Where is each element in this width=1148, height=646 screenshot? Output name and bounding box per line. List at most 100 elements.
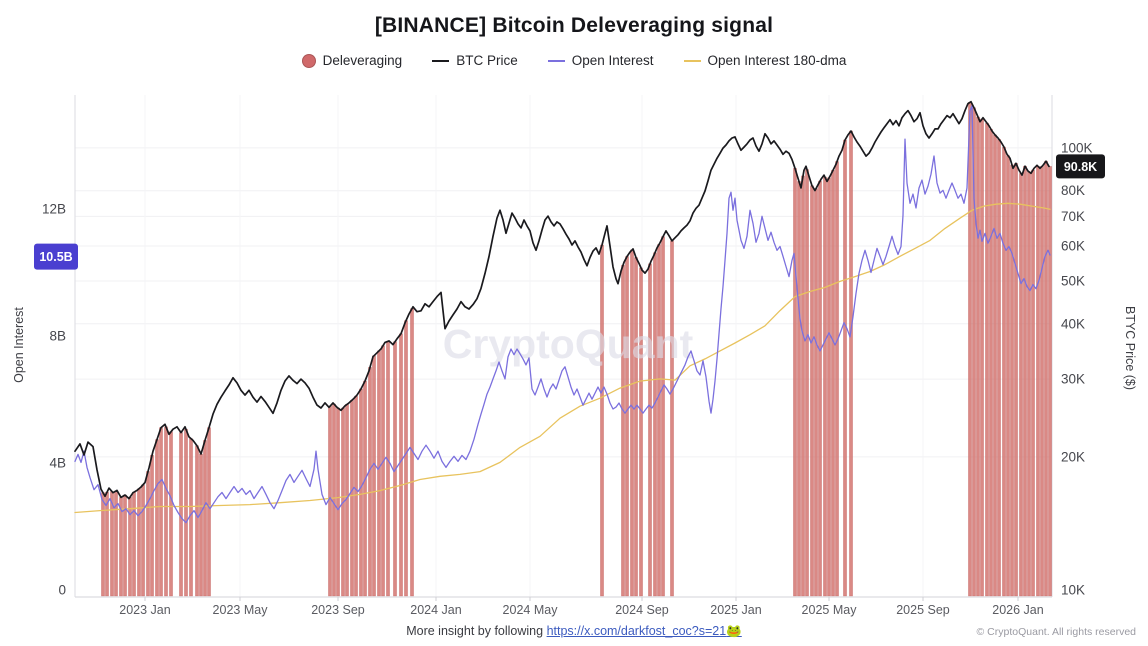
- deleveraging-bar: [639, 267, 643, 597]
- deleveraging-bar: [372, 355, 376, 597]
- deleveraging-bar: [661, 236, 665, 597]
- x-tick-label: 2025 Sep: [896, 603, 950, 617]
- deleveraging-bar: [150, 454, 154, 597]
- x-tick-label: 2024 Jan: [410, 603, 461, 617]
- deleveraging-bar: [849, 130, 853, 597]
- price-tick-label: 80K: [1061, 183, 1085, 198]
- copyright-text: © CryptoQuant. All rights reserved: [976, 626, 1136, 638]
- deleveraging-bar: [1006, 155, 1010, 597]
- price-tick-label: 30K: [1061, 372, 1085, 387]
- deleveraging-bar: [363, 380, 367, 597]
- deleveraging-bar: [359, 388, 363, 597]
- legend-line-swatch: [547, 59, 565, 62]
- deleveraging-bar: [801, 175, 805, 597]
- x-tick-label: 2026 Jan: [992, 603, 1043, 617]
- deleveraging-bar: [350, 399, 354, 597]
- price-tick-label: 20K: [1061, 449, 1085, 464]
- deleveraging-bar: [169, 431, 173, 597]
- price-tick-label: 50K: [1061, 274, 1085, 289]
- deleveraging-bar: [634, 257, 638, 597]
- axis-ticks: 12B 8B 4B 0 100K 80K 70K 60K 50K 40K 30K 20K 10K 2023…: [42, 140, 1093, 617]
- deleveraging-bar: [207, 427, 211, 597]
- deleveraging-bar: [1027, 171, 1031, 597]
- deleveraging-bar: [1014, 163, 1018, 597]
- deleveraging-bar: [184, 428, 188, 597]
- deleveraging-bar: [797, 181, 801, 597]
- legend-label: Deleveraging: [322, 53, 403, 68]
- deleveraging-bar: [805, 169, 809, 597]
- oi-180dma-line: [74, 202, 1051, 514]
- deleveraging-bar: [386, 341, 390, 597]
- oi-tick-label: 12B: [42, 202, 66, 217]
- oi-tick-label: 0: [58, 583, 66, 598]
- legend-label: Open Interest 180-dma: [707, 53, 847, 68]
- deleveraging-bar: [831, 169, 835, 597]
- oi-current-badge-label: 10.5B: [39, 250, 72, 264]
- deleveraging-bar: [985, 122, 989, 597]
- deleveraging-bar: [657, 244, 661, 597]
- x-tick-label: 2024 May: [503, 603, 559, 617]
- legend-item-open-interest-180-dma[interactable]: Open Interest 180-dma: [683, 53, 847, 68]
- deleveraging-bar: [835, 161, 839, 597]
- deleveraging-bar: [354, 395, 358, 597]
- legend-line-swatch: [432, 59, 450, 62]
- deleveraging-bar: [189, 438, 193, 597]
- open-interest-line: [74, 105, 1051, 524]
- deleveraging-bar: [1031, 169, 1035, 597]
- right-axis-title: BTYC Price ($): [1123, 306, 1137, 390]
- price-current-badge: 90.8K: [1056, 154, 1105, 179]
- deleveraging-bar: [155, 439, 159, 597]
- price-tick-label: 10K: [1061, 583, 1085, 598]
- deleveraging-bar: [1044, 160, 1048, 597]
- footer-note-text: More insight by following: [406, 624, 547, 638]
- frog-emoji: 🐸: [726, 624, 742, 638]
- watermark-text: CryptoQuant: [443, 321, 694, 367]
- deleveraging-bar: [648, 263, 652, 597]
- legend-label: Open Interest: [571, 53, 654, 68]
- deleveraging-bar: [1010, 164, 1014, 597]
- deleveraging-bar: [793, 168, 797, 597]
- deleveraging-bar: [823, 176, 827, 597]
- deleveraging-bar: [600, 244, 604, 597]
- legend-item-btc-price[interactable]: BTC Price: [432, 53, 518, 68]
- deleveraging-bar: [146, 471, 150, 597]
- deleveraging-bar: [1002, 146, 1006, 597]
- deleveraging-bar: [195, 445, 199, 597]
- deleveraging-bar: [137, 488, 141, 597]
- x-tick-label: 2025 May: [802, 603, 858, 617]
- deleveraging-bar: [332, 403, 336, 597]
- deleveraging-bar: [199, 453, 203, 597]
- x-tick-label: 2024 Sep: [615, 603, 669, 617]
- deleveraging-bar: [1019, 173, 1023, 597]
- deleveraging-bar: [368, 367, 372, 597]
- deleveraging-bar: [404, 320, 408, 597]
- deleveraging-bar: [814, 188, 818, 597]
- deleveraging-bar: [976, 116, 980, 597]
- oi-current-badge: 10.5B: [34, 243, 78, 270]
- deleveraging-bar: [1023, 165, 1027, 597]
- deleveraging-bar: [989, 128, 993, 597]
- legend-label: BTC Price: [456, 53, 518, 68]
- deleveraging-bar: [818, 180, 822, 597]
- deleveraging-bar: [141, 484, 145, 597]
- deleveraging-bar: [843, 139, 847, 597]
- price-tick-label: 40K: [1061, 316, 1085, 331]
- deleveraging-bar: [336, 407, 340, 597]
- deleveraging-bar: [653, 252, 657, 597]
- legend-item-deleveraging[interactable]: Deleveraging: [301, 53, 403, 68]
- btc-price-line: [74, 100, 1050, 500]
- price-tick-label: 60K: [1061, 239, 1085, 254]
- deleveraging-bar: [810, 185, 814, 597]
- deleveraging-bar: [1048, 166, 1052, 597]
- left-axis-title: Open Interest: [12, 307, 26, 383]
- deleveraging-bar: [827, 177, 831, 597]
- legend-item-open-interest[interactable]: Open Interest: [547, 53, 654, 68]
- deleveraging-bar: [968, 102, 972, 597]
- deleveraging-bar: [625, 256, 629, 597]
- x-tick-label: 2023 May: [213, 603, 269, 617]
- legend-circle-swatch: [301, 53, 316, 68]
- footer-note: More insight by following https://x.com/…: [0, 624, 1148, 639]
- x-tick-label: 2025 Jan: [710, 603, 761, 617]
- footer-link[interactable]: https://x.com/darkfost_coc?s=21🐸: [546, 624, 742, 638]
